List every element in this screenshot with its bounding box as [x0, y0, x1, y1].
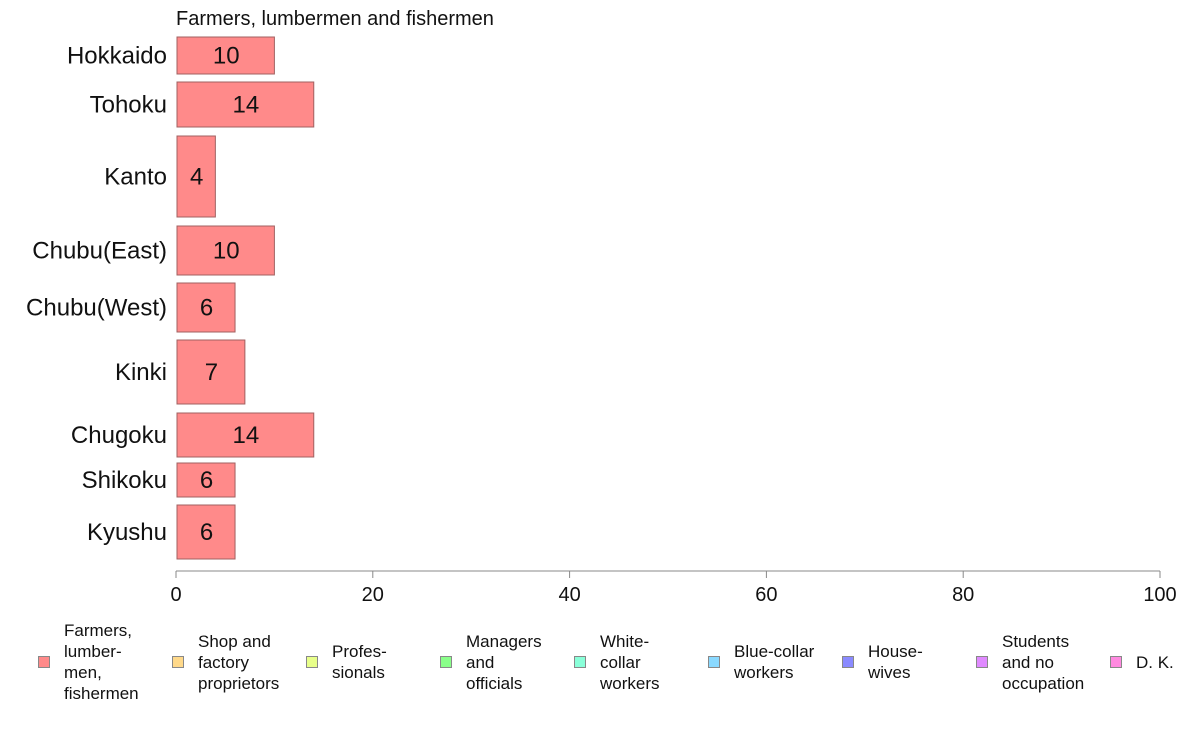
legend-swatch — [172, 656, 184, 668]
legend-item: Managers and officials — [440, 612, 542, 712]
bar-value-label: 14 — [233, 92, 260, 119]
legend-label: Students and no occupation — [1002, 631, 1085, 693]
category-label: Chugoku — [71, 422, 167, 449]
legend-swatch — [574, 656, 586, 668]
legend-label: White- collar workers — [600, 631, 660, 693]
legend-item: D. K. — [1110, 612, 1174, 712]
x-tick-label: 60 — [755, 584, 777, 606]
chart-title: Farmers, lumbermen and fishermen — [176, 8, 494, 30]
legend-swatch — [976, 656, 988, 668]
legend-item: Farmers, lumber- men, fishermen — [38, 612, 139, 712]
legend-label: Blue-collar workers — [734, 642, 815, 682]
x-tick-label: 80 — [952, 584, 974, 606]
category-label: Chubu(West) — [26, 295, 167, 322]
bar — [176, 504, 236, 560]
legend-swatch — [708, 656, 720, 668]
bar-value-label: 10 — [213, 43, 240, 70]
category-label: Shikoku — [82, 467, 167, 494]
bar — [176, 462, 236, 498]
legend-swatch — [1110, 656, 1122, 668]
legend-swatch — [38, 656, 50, 668]
category-label: Kinki — [115, 359, 167, 386]
bar — [176, 36, 275, 75]
category-label: Chubu(East) — [32, 238, 167, 265]
x-tick-label: 40 — [558, 584, 580, 606]
bar-value-label: 14 — [233, 422, 260, 449]
bar — [176, 282, 236, 333]
bar-value-label: 7 — [205, 359, 218, 386]
legend: Farmers, lumber- men, fishermen Shop and … — [0, 612, 1188, 722]
legend-item: Blue-collar workers — [708, 612, 814, 712]
bar-value-label: 6 — [200, 467, 213, 494]
bar — [176, 81, 315, 128]
bar-chart: Farmers, lumbermen and fishermen Hokkaid… — [26, 8, 1177, 606]
legend-swatch — [842, 656, 854, 668]
legend-item: Profes- sionals — [306, 612, 387, 712]
legend-item: Shop and factory proprietors — [172, 612, 279, 712]
bar-value-label: 4 — [190, 164, 203, 191]
legend-item: House- wives — [842, 612, 923, 712]
category-label: Kanto — [104, 164, 167, 191]
legend-label: D. K. — [1136, 652, 1174, 672]
legend-label: Farmers, lumber- men, fishermen — [64, 621, 139, 703]
bar-value-label: 6 — [200, 295, 213, 322]
legend-label: Managers and officials — [466, 631, 542, 693]
x-tick-label: 20 — [362, 584, 384, 606]
bar — [176, 412, 315, 458]
bar-value-label: 10 — [213, 238, 240, 265]
category-label: Hokkaido — [67, 43, 167, 70]
legend-label: Shop and factory proprietors — [198, 631, 280, 693]
legend-label: House- wives — [868, 642, 923, 682]
bar — [176, 225, 275, 276]
legend-swatch — [440, 656, 452, 668]
category-label: Kyushu — [87, 519, 167, 546]
legend-swatch — [306, 656, 318, 668]
x-tick-label: 0 — [170, 584, 181, 606]
category-label: Tohoku — [90, 92, 167, 119]
x-tick-label: 100 — [1143, 584, 1176, 606]
legend-item: White- collar workers — [574, 612, 660, 712]
legend-label: Profes- sionals — [332, 642, 387, 682]
bar — [176, 339, 246, 405]
legend-item: Students and no occupation — [976, 612, 1084, 712]
bar-value-label: 6 — [200, 519, 213, 546]
bar — [176, 135, 216, 218]
